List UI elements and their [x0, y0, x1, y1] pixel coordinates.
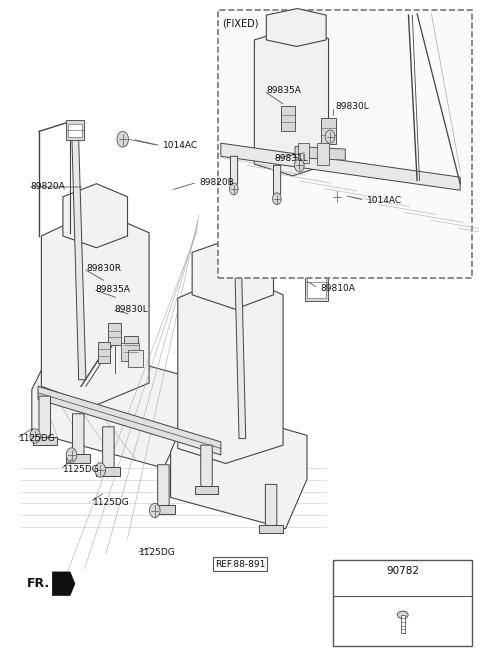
- Circle shape: [325, 130, 335, 143]
- Bar: [317, 143, 328, 165]
- FancyBboxPatch shape: [218, 10, 472, 278]
- Text: 89820B: 89820B: [199, 178, 234, 187]
- Polygon shape: [41, 210, 149, 406]
- Text: 89810A: 89810A: [321, 284, 355, 293]
- Polygon shape: [194, 485, 218, 494]
- Text: FR.: FR.: [27, 577, 50, 590]
- Text: REF.88-891: REF.88-891: [215, 559, 265, 569]
- Bar: [308, 265, 325, 298]
- Text: 1014AC: 1014AC: [163, 141, 199, 150]
- Bar: [317, 185, 336, 205]
- Circle shape: [150, 503, 160, 517]
- Text: 1125DG: 1125DG: [63, 465, 100, 474]
- Polygon shape: [259, 525, 283, 533]
- Bar: [333, 559, 472, 646]
- Polygon shape: [38, 386, 221, 455]
- Polygon shape: [178, 274, 283, 464]
- Polygon shape: [295, 147, 345, 160]
- Polygon shape: [52, 572, 75, 595]
- Text: 1014AC: 1014AC: [367, 196, 402, 204]
- Polygon shape: [103, 427, 114, 472]
- Polygon shape: [39, 396, 50, 441]
- Polygon shape: [152, 505, 175, 514]
- Polygon shape: [66, 455, 90, 463]
- Polygon shape: [221, 143, 460, 190]
- Circle shape: [95, 463, 106, 477]
- Polygon shape: [254, 27, 328, 176]
- Circle shape: [273, 193, 281, 204]
- Polygon shape: [201, 445, 212, 489]
- Circle shape: [229, 183, 238, 195]
- Bar: [401, 615, 405, 633]
- Text: 89830L: 89830L: [336, 102, 370, 111]
- Polygon shape: [234, 244, 246, 439]
- Bar: [281, 106, 295, 131]
- Circle shape: [331, 189, 342, 204]
- Bar: [305, 262, 328, 301]
- Text: 89835A: 89835A: [96, 285, 131, 294]
- Text: (FIXED): (FIXED): [222, 19, 258, 29]
- Bar: [299, 143, 309, 163]
- Bar: [97, 342, 109, 363]
- Polygon shape: [72, 125, 86, 380]
- Text: 89830L: 89830L: [115, 305, 148, 314]
- Text: 1125DG: 1125DG: [19, 434, 56, 443]
- Circle shape: [66, 448, 77, 462]
- Bar: [322, 119, 336, 145]
- Circle shape: [30, 429, 40, 443]
- Polygon shape: [170, 403, 307, 529]
- Circle shape: [295, 159, 304, 172]
- Polygon shape: [265, 484, 277, 529]
- Text: 1125DG: 1125DG: [139, 548, 175, 557]
- Bar: [68, 124, 82, 137]
- Polygon shape: [157, 465, 169, 509]
- Text: 90782: 90782: [386, 566, 419, 576]
- Text: 89830R: 89830R: [86, 264, 121, 273]
- Ellipse shape: [397, 611, 408, 618]
- Polygon shape: [96, 468, 120, 476]
- Bar: [66, 121, 84, 140]
- Polygon shape: [32, 341, 187, 468]
- Bar: [319, 189, 333, 202]
- Text: 1125DG: 1125DG: [93, 498, 129, 506]
- Text: 89835A: 89835A: [266, 86, 301, 96]
- Bar: [128, 350, 144, 367]
- Polygon shape: [33, 437, 57, 445]
- Polygon shape: [274, 166, 281, 198]
- Bar: [124, 336, 138, 361]
- Bar: [108, 323, 121, 345]
- Text: 89820A: 89820A: [30, 183, 65, 191]
- Text: 89831L: 89831L: [275, 155, 308, 163]
- Bar: [121, 343, 140, 362]
- Polygon shape: [266, 9, 326, 47]
- Polygon shape: [72, 414, 84, 458]
- Polygon shape: [230, 157, 238, 189]
- Polygon shape: [63, 183, 128, 248]
- Polygon shape: [192, 237, 274, 309]
- Circle shape: [117, 132, 129, 147]
